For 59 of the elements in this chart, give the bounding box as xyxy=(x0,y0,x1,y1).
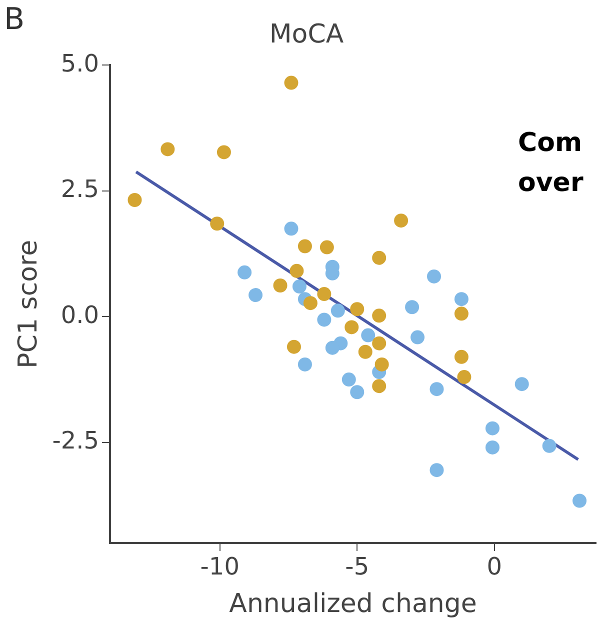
point xyxy=(454,350,468,364)
x-tick-label: -5 xyxy=(345,552,370,581)
point xyxy=(542,438,556,453)
point xyxy=(330,304,345,318)
point xyxy=(317,287,332,302)
point xyxy=(372,308,386,323)
point xyxy=(430,463,444,478)
x-tick-label: -10 xyxy=(200,552,240,581)
point xyxy=(358,344,372,359)
point xyxy=(485,440,500,454)
point xyxy=(485,421,500,436)
point xyxy=(128,192,142,207)
x-axis-title: Annualized change xyxy=(229,589,477,620)
point xyxy=(361,328,376,342)
point xyxy=(284,222,298,236)
point xyxy=(286,340,301,354)
point xyxy=(410,330,425,344)
point xyxy=(514,377,529,392)
point xyxy=(292,279,306,294)
point xyxy=(284,76,298,90)
point xyxy=(454,306,468,321)
point xyxy=(238,265,252,280)
point xyxy=(317,312,332,327)
annotation: Com xyxy=(518,128,582,158)
point xyxy=(372,250,386,265)
point xyxy=(350,385,364,400)
point xyxy=(405,300,420,314)
chart-title: MoCA xyxy=(269,19,344,50)
point xyxy=(372,379,386,394)
y-tick-label: -2.5 xyxy=(52,426,100,455)
x-tick-label: 0 xyxy=(486,552,502,581)
y-tick-label: 2.5 xyxy=(60,175,100,204)
point xyxy=(320,240,334,254)
point xyxy=(342,372,356,387)
point xyxy=(298,239,312,254)
point xyxy=(427,269,442,284)
point xyxy=(210,216,224,231)
y-tick-label: 0.0 xyxy=(60,300,100,329)
point xyxy=(372,336,386,350)
y-axis-title: PC1 score xyxy=(13,240,44,368)
point xyxy=(160,142,175,156)
point xyxy=(248,288,263,302)
y-tick-label: 5.0 xyxy=(60,49,100,78)
point xyxy=(572,494,587,508)
point xyxy=(298,357,312,372)
text: B xyxy=(4,2,25,37)
point xyxy=(457,370,472,384)
point xyxy=(273,278,288,292)
annotation: over xyxy=(518,168,584,198)
point xyxy=(216,145,231,160)
point xyxy=(374,357,389,372)
point xyxy=(344,320,359,334)
point xyxy=(430,382,444,396)
point xyxy=(350,302,364,316)
point xyxy=(394,214,408,228)
point xyxy=(290,264,304,278)
point xyxy=(303,296,318,310)
point xyxy=(454,292,468,306)
point xyxy=(325,340,340,355)
